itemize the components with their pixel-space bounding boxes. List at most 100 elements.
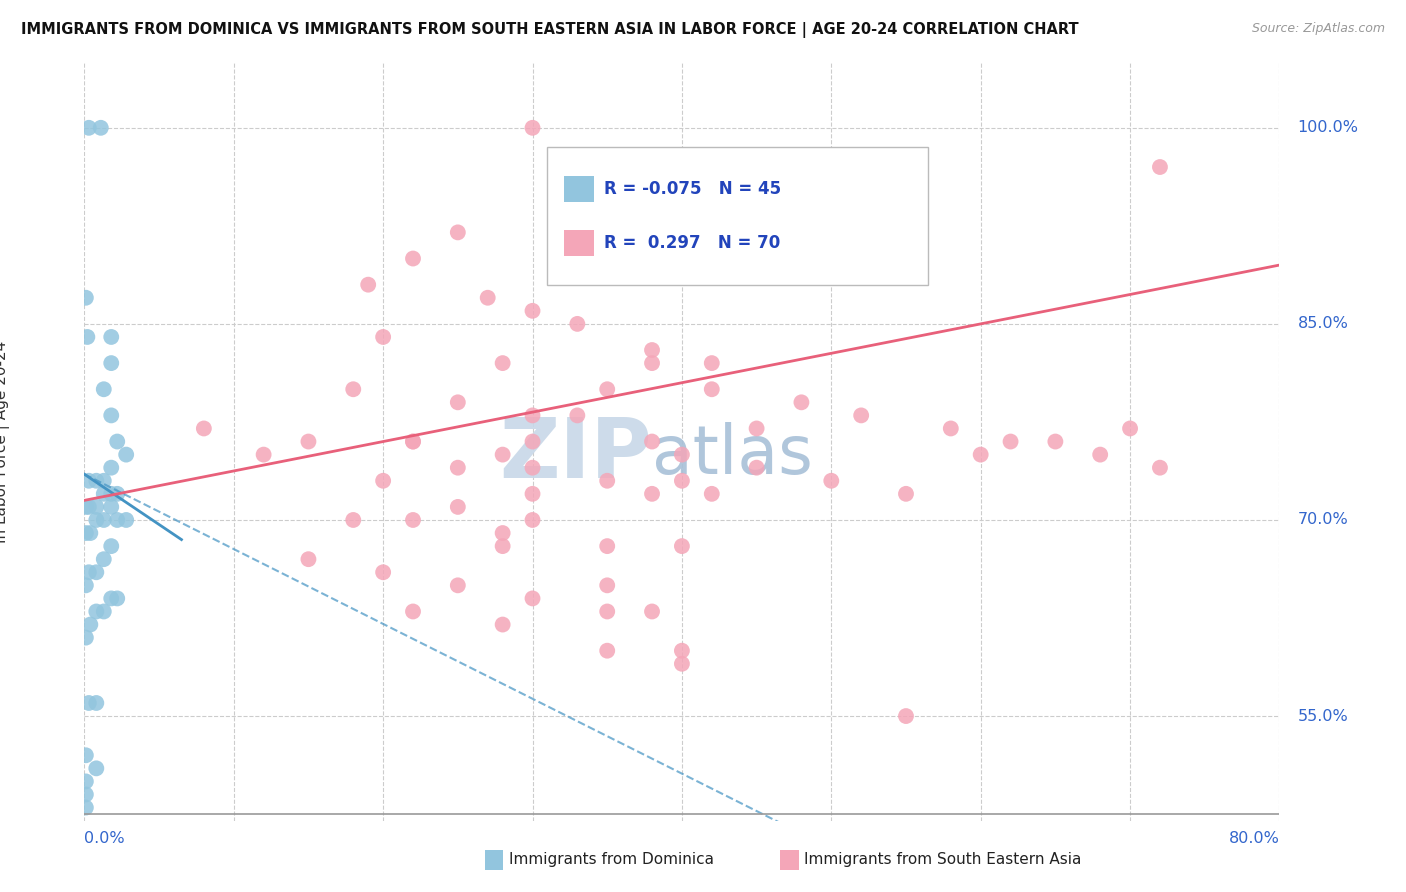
Text: 100.0%: 100.0% [1298, 120, 1358, 136]
Point [1045, 434, 1067, 449]
Point [297, 434, 319, 449]
Point [75, 748, 97, 763]
Point [522, 409, 544, 423]
Point [522, 591, 544, 606]
Point [86, 566, 108, 580]
Point [522, 460, 544, 475]
Point [75, 800, 97, 814]
Point [100, 409, 122, 423]
Point [100, 356, 122, 370]
Point [100, 330, 122, 344]
Point [77, 120, 100, 135]
Point [77, 696, 100, 710]
Point [820, 474, 842, 488]
Point [447, 395, 470, 409]
Point [745, 460, 768, 475]
Point [402, 605, 425, 619]
Point [86, 474, 108, 488]
Point [671, 643, 693, 657]
Point [641, 487, 664, 501]
Point [671, 657, 693, 671]
Point [373, 566, 395, 580]
Text: atlas: atlas [652, 422, 813, 488]
Point [75, 788, 97, 802]
Point [522, 303, 544, 318]
Point [596, 474, 619, 488]
Point [105, 513, 128, 527]
Point [596, 605, 619, 619]
Point [86, 500, 108, 514]
Text: Source: ZipAtlas.com: Source: ZipAtlas.com [1251, 22, 1385, 36]
Text: 80.0%: 80.0% [1229, 831, 1279, 847]
Point [100, 539, 122, 553]
Point [342, 513, 364, 527]
Point [492, 526, 515, 541]
Point [402, 513, 425, 527]
Text: 0.0%: 0.0% [84, 831, 125, 847]
Point [745, 421, 768, 435]
Point [342, 382, 364, 396]
Point [596, 643, 619, 657]
Point [671, 448, 693, 462]
Text: IMMIGRANTS FROM DOMINICA VS IMMIGRANTS FROM SOUTH EASTERN ASIA IN LABOR FORCE | : IMMIGRANTS FROM DOMINICA VS IMMIGRANTS F… [21, 22, 1078, 38]
Point [79, 526, 101, 541]
Point [373, 330, 395, 344]
Point [700, 487, 723, 501]
Point [86, 761, 108, 775]
Point [1119, 421, 1142, 435]
Point [75, 774, 97, 789]
Text: 55.0%: 55.0% [1298, 708, 1348, 723]
Text: Immigrants from South Eastern Asia: Immigrants from South Eastern Asia [804, 853, 1081, 867]
Point [86, 696, 108, 710]
Point [567, 409, 589, 423]
Point [115, 448, 138, 462]
Point [447, 226, 470, 240]
Point [357, 277, 380, 292]
Point [76, 330, 98, 344]
Point [402, 252, 425, 266]
Point [75, 526, 97, 541]
Point [1149, 460, 1171, 475]
Point [90, 120, 112, 135]
Point [596, 539, 619, 553]
Point [93, 487, 115, 501]
Point [100, 460, 122, 475]
Point [522, 120, 544, 135]
Point [671, 539, 693, 553]
Point [939, 421, 962, 435]
Point [86, 513, 108, 527]
Point [75, 500, 97, 514]
Point [596, 382, 619, 396]
FancyBboxPatch shape [564, 230, 593, 256]
Point [477, 291, 499, 305]
Text: R = -0.075   N = 45: R = -0.075 N = 45 [605, 179, 782, 198]
Point [86, 605, 108, 619]
Point [77, 500, 100, 514]
FancyBboxPatch shape [564, 176, 593, 202]
Point [75, 578, 97, 592]
Point [93, 382, 115, 396]
Point [100, 591, 122, 606]
Point [105, 434, 128, 449]
Text: ZIP: ZIP [499, 414, 652, 495]
Point [93, 513, 115, 527]
Point [115, 513, 138, 527]
Point [641, 434, 664, 449]
Point [671, 474, 693, 488]
Point [93, 605, 115, 619]
Point [77, 566, 100, 580]
Point [970, 448, 993, 462]
Point [100, 487, 122, 501]
Point [700, 382, 723, 396]
Point [522, 434, 544, 449]
Point [641, 343, 664, 357]
Point [641, 356, 664, 370]
Point [567, 317, 589, 331]
Point [492, 448, 515, 462]
Point [93, 552, 115, 566]
Point [447, 578, 470, 592]
Point [492, 539, 515, 553]
Point [93, 474, 115, 488]
Point [492, 617, 515, 632]
Point [596, 578, 619, 592]
